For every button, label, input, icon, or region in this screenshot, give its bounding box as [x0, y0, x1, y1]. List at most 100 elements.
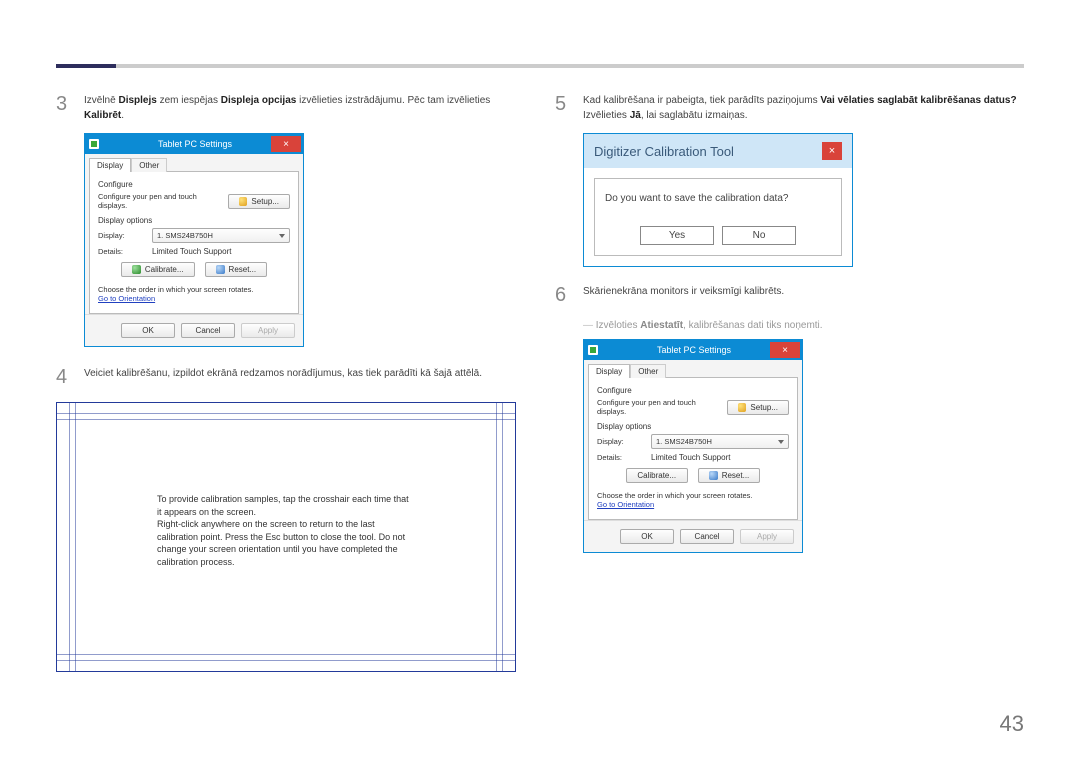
display-dropdown[interactable]: 1. SMS24B750H [651, 434, 789, 449]
app-icon [588, 345, 598, 355]
display-row: Display: 1. SMS24B750H [98, 228, 290, 243]
page-rule [56, 64, 1024, 68]
configure-head: Configure [98, 180, 290, 189]
t: Displeja opcijas [221, 95, 297, 106]
t: Izvēloties [596, 320, 640, 331]
digitizer-body: Do you want to save the calibration data… [594, 178, 842, 256]
order-text: Choose the order in which your screen ro… [597, 491, 789, 500]
l: Reset... [722, 471, 750, 480]
window-body: Display Other Configure Configure your p… [85, 154, 303, 314]
tab-other[interactable]: Other [131, 158, 167, 172]
step-3-body: Izvēlnē Displejs zem iespējas Displeja o… [84, 90, 490, 123]
t: zem iespējas [157, 95, 221, 106]
details-value: Limited Touch Support [651, 453, 730, 462]
details-label: Details: [597, 453, 643, 462]
step-5-body: Kad kalibrēšana ir pabeigta, tiek parādī… [583, 90, 1017, 123]
setup-button[interactable]: Setup... [228, 194, 290, 209]
step-5-number: 5 [555, 90, 569, 123]
reset-icon [709, 471, 718, 480]
t: Vai vēlaties saglabāt kalibrēšanas datus… [820, 95, 1016, 106]
close-icon[interactable]: × [822, 142, 842, 160]
tab-other[interactable]: Other [630, 364, 666, 378]
digitizer-title: Digitizer Calibration Tool [594, 144, 734, 159]
setup-icon [738, 403, 747, 412]
close-icon[interactable]: × [271, 136, 301, 152]
t: Displejs [118, 95, 156, 106]
setup-button[interactable]: Setup... [727, 400, 789, 415]
calibrate-button[interactable]: Calibrate... [121, 262, 195, 277]
footer: OK Cancel Apply [85, 314, 303, 346]
t: Jā [630, 110, 641, 121]
yes-button[interactable]: Yes [640, 226, 714, 245]
setup-icon [239, 197, 248, 206]
t: Izvēlnē [84, 95, 118, 106]
orientation-link[interactable]: Go to Orientation [98, 294, 155, 303]
step-6: 6 Skārienekrāna monitors ir veiksmīgi ka… [555, 281, 1024, 310]
digitizer-question: Do you want to save the calibration data… [605, 193, 831, 204]
left-column: 3 Izvēlnē Displejs zem iespējas Displeja… [56, 90, 525, 688]
chevron-down-icon [778, 440, 784, 444]
t: . [121, 110, 124, 121]
step-5: 5 Kad kalibrēšana ir pabeigta, tiek parā… [555, 90, 1024, 123]
details-value: Limited Touch Support [152, 247, 231, 256]
l: Calibrate... [637, 471, 676, 480]
cancel-button[interactable]: Cancel [680, 529, 734, 544]
step-6-number: 6 [555, 281, 569, 310]
tablet-pc-settings-window-2: Tablet PC Settings × Display Other Confi… [583, 339, 803, 553]
configure-row: Configure your pen and touch displays. S… [98, 192, 290, 210]
step-6-body: Skārienekrāna monitors ir veiksmīgi kali… [583, 281, 784, 310]
display-value: 1. SMS24B750H [656, 437, 712, 446]
tab-display[interactable]: Display [89, 158, 131, 172]
display-label: Display: [98, 231, 144, 240]
step-4-number: 4 [56, 363, 70, 392]
display-row: Display: 1. SMS24B750H [597, 434, 789, 449]
tab-panel: Configure Configure your pen and touch d… [89, 171, 299, 314]
configure-row: Configure your pen and touch displays. S… [597, 398, 789, 416]
ok-button[interactable]: OK [620, 529, 674, 544]
page-number: 43 [1000, 711, 1024, 737]
display-dropdown[interactable]: 1. SMS24B750H [152, 228, 290, 243]
tablet-pc-settings-window-1: Tablet PC Settings × Display Other Confi… [84, 133, 304, 347]
reset-button[interactable]: Reset... [205, 262, 268, 277]
step-4: 4 Veiciet kalibrēšanu, izpildot ekrānā r… [56, 363, 525, 392]
digitizer-titlebar: Digitizer Calibration Tool × [584, 134, 852, 168]
right-column: 5 Kad kalibrēšana ir pabeigta, tiek parā… [555, 90, 1024, 688]
tab-display[interactable]: Display [588, 364, 630, 378]
details-label: Details: [98, 247, 144, 256]
orientation-link[interactable]: Go to Orientation [597, 500, 654, 509]
cancel-button[interactable]: Cancel [181, 323, 235, 338]
apply-button[interactable]: Apply [740, 529, 794, 544]
t: Izvēlieties [583, 110, 630, 121]
window-title: Tablet PC Settings [89, 139, 301, 149]
guide [57, 654, 515, 655]
reset-button[interactable]: Reset... [698, 468, 761, 483]
display-value: 1. SMS24B750H [157, 231, 213, 240]
l: Calibrate... [145, 265, 184, 274]
reset-icon [216, 265, 225, 274]
l: Setup... [750, 403, 778, 412]
configure-text: Configure your pen and touch displays. [98, 192, 228, 210]
digitizer-dialog: Digitizer Calibration Tool × Do you want… [583, 133, 853, 267]
calibrate-row: Calibrate... Reset... [98, 262, 290, 277]
no-button[interactable]: No [722, 226, 796, 245]
calibrate-icon [132, 265, 141, 274]
t: Atiestatīt [640, 320, 683, 331]
calibrate-button[interactable]: Calibrate... [626, 468, 688, 483]
t: , lai saglabātu izmaiņas. [641, 110, 748, 121]
calibration-screen: To provide calibration samples, tap the … [56, 402, 516, 672]
close-icon[interactable]: × [770, 342, 800, 358]
details-row: Details: Limited Touch Support [98, 247, 290, 256]
t: , kalibrēšanas dati tiks noņemti. [683, 320, 823, 331]
step-3: 3 Izvēlnē Displejs zem iespējas Displeja… [56, 90, 525, 123]
display-options-head: Display options [98, 216, 290, 225]
apply-button[interactable]: Apply [241, 323, 295, 338]
window-title: Tablet PC Settings [588, 345, 800, 355]
digitizer-buttons: Yes No [605, 226, 831, 245]
configure-head: Configure [597, 386, 789, 395]
display-label: Display: [597, 437, 643, 446]
ok-button[interactable]: OK [121, 323, 175, 338]
tabs: Display Other [588, 364, 798, 378]
l: Reset... [229, 265, 257, 274]
details-row: Details: Limited Touch Support [597, 453, 789, 462]
reset-note: Izvēloties Atiestatīt, kalibrēšanas dati… [555, 320, 1024, 331]
